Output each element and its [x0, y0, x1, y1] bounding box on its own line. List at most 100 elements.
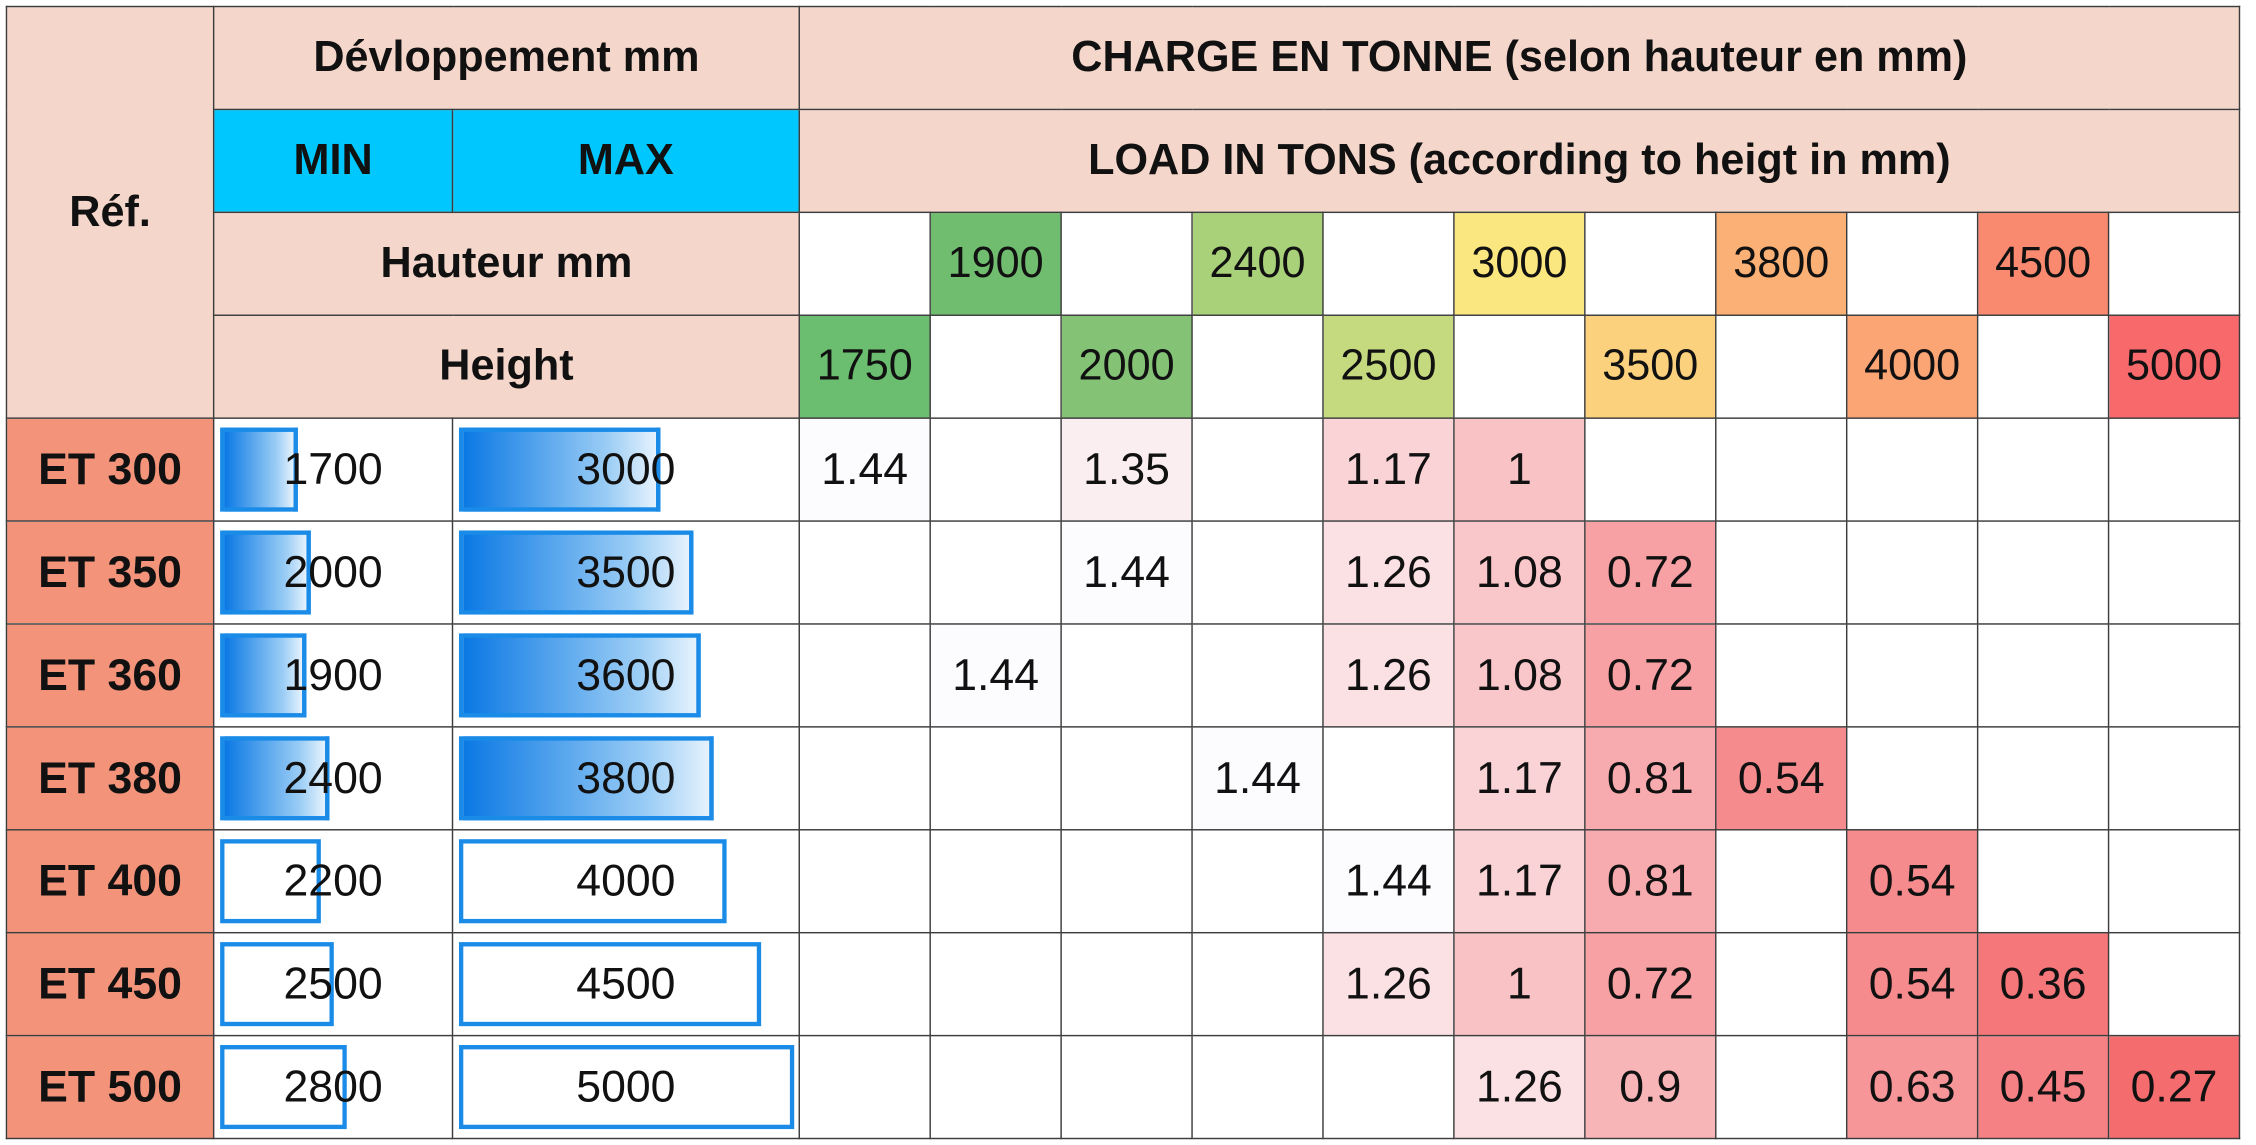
max-dev-value: 3500	[576, 546, 676, 598]
min-dev-value: 1700	[283, 443, 383, 495]
height-empty-cell	[1584, 211, 1717, 316]
max-dev-cell: 3600	[451, 623, 800, 728]
load-empty-cell	[2107, 417, 2241, 522]
load-value-cell: 1	[1453, 931, 1586, 1037]
height-empty-cell	[1715, 314, 1848, 419]
max-header: MAX	[451, 108, 800, 214]
max-data-bar	[458, 633, 701, 718]
height-value-4000: 4000	[1845, 314, 1979, 419]
load-empty-cell	[929, 1034, 1062, 1140]
min-dev-value: 2200	[283, 855, 383, 906]
load-value-cell: 1.26	[1322, 931, 1455, 1037]
height-empty-cell	[798, 211, 931, 316]
load-empty-cell	[798, 726, 931, 831]
max-data-bar	[458, 736, 714, 821]
min-dev-cell: 2800	[212, 1034, 454, 1140]
height-value-2500: 2500	[1322, 314, 1455, 419]
max-dev-cell: 3500	[451, 520, 800, 625]
load-value-cell: 1.44	[1191, 726, 1324, 831]
load-empty-cell	[2107, 829, 2241, 934]
height-empty-cell	[1845, 211, 1979, 316]
height-value-1900: 1900	[929, 211, 1062, 316]
min-dev-value: 1900	[283, 649, 383, 701]
table-row: ET 500 2800 5000 1.26 0.9 0.63 0.45 0.27	[5, 1034, 2241, 1140]
header-row-2: MIN MAX LOAD IN TONS (according to heigt…	[6, 108, 2241, 214]
load-empty-cell	[929, 726, 1062, 831]
load-empty-cell	[1060, 726, 1193, 831]
load-value-cell: 1.17	[1453, 829, 1586, 934]
max-dev-value: 3800	[576, 752, 676, 803]
load-empty-cell	[1845, 417, 1979, 522]
max-dev-value: 3600	[576, 649, 676, 701]
table-row: ET 400 2200 4000 1.44 1.17 0.81 0.54	[5, 829, 2241, 934]
load-empty-cell	[1322, 726, 1455, 831]
max-dev-cell: 3800	[451, 726, 800, 831]
load-empty-cell	[2107, 623, 2241, 728]
load-empty-cell	[1715, 931, 1848, 1037]
load-empty-cell	[1191, 520, 1324, 625]
height-value-4500: 4500	[1976, 211, 2110, 316]
max-dev-value: 4000	[576, 855, 676, 906]
max-dev-cell: 5000	[451, 1034, 800, 1140]
load-value-cell: 0.54	[1845, 829, 1979, 934]
load-value-cell: 0.72	[1584, 931, 1717, 1037]
max-data-bar	[458, 839, 727, 924]
table-row: ET 380 2400 3800 1.44 1.17 0.81 0.54	[5, 726, 2241, 831]
load-value-cell: 1.17	[1322, 417, 1455, 522]
hauteur-row: Hauteur mm 1900 2400 3000 3800 4500	[6, 211, 2241, 316]
max-dev-value: 4500	[576, 958, 676, 1009]
load-empty-cell	[1060, 1034, 1193, 1140]
min-dev-cell: 2000	[212, 520, 454, 625]
dev-header: Dévloppement mm	[212, 5, 800, 111]
load-empty-cell	[1845, 520, 1979, 625]
load-value-cell: 1.26	[1453, 1034, 1586, 1140]
min-data-bar	[220, 530, 311, 615]
load-empty-cell	[1715, 417, 1848, 522]
min-data-bar	[220, 1045, 347, 1130]
max-dev-value: 5000	[576, 1060, 676, 1112]
load-value-cell: 0.9	[1584, 1034, 1717, 1140]
load-empty-cell	[798, 1034, 931, 1140]
min-data-bar	[220, 942, 334, 1027]
load-empty-cell	[2107, 520, 2241, 625]
load-value-cell: 0.63	[1845, 1034, 1979, 1140]
load-empty-cell	[929, 520, 1062, 625]
load-empty-cell	[1715, 829, 1848, 934]
ref-header: Réf.	[5, 5, 215, 419]
max-dev-cell: 4000	[451, 829, 800, 934]
load-value-cell: 1.26	[1322, 520, 1455, 625]
ref-cell: ET 350	[5, 520, 215, 625]
load-value-cell: 0.54	[1715, 726, 1848, 831]
height-empty-cell	[929, 314, 1062, 419]
table-row: ET 350 2000 3500 1.44 1.26 1.08 0.72	[5, 520, 2241, 625]
max-data-bar	[458, 427, 661, 512]
height-empty-cell	[2107, 211, 2241, 316]
ref-cell: ET 500	[5, 1034, 215, 1140]
load-value-cell: 1.44	[1060, 520, 1193, 625]
table-row: ET 450 2500 4500 1.26 1 0.72 0.54 0.36	[5, 931, 2241, 1037]
load-value-cell: 1	[1453, 417, 1586, 522]
load-empty-cell	[1191, 623, 1324, 728]
load-value-cell: 0.27	[2107, 1034, 2241, 1140]
load-empty-cell	[1060, 623, 1193, 728]
load-value-cell: 0.81	[1584, 726, 1717, 831]
load-capacity-table: Réf. Dévloppement mm CHARGE EN TONNE (se…	[5, 5, 2241, 1140]
load-empty-cell	[798, 520, 931, 625]
min-dev-value: 2800	[283, 1060, 383, 1112]
height-value-2400: 2400	[1191, 211, 1324, 316]
table-row: ET 360 1900 3600 1.44 1.26 1.08 0.72	[5, 623, 2241, 728]
load-empty-cell	[1845, 726, 1979, 831]
load-empty-cell	[1976, 520, 2110, 625]
load-value-cell: 1.26	[1322, 623, 1455, 728]
max-dev-cell: 4500	[451, 931, 800, 1037]
height-row: Height 1750 2000 2500 3500 4000 5000	[6, 314, 2241, 419]
load-value-cell: 1.08	[1453, 623, 1586, 728]
min-dev-cell: 1700	[212, 417, 454, 522]
max-dev-value: 3000	[576, 443, 676, 495]
min-data-bar	[220, 427, 298, 512]
load-empty-cell	[798, 931, 931, 1037]
height-empty-cell	[1191, 314, 1324, 419]
load-empty-cell	[1715, 520, 1848, 625]
max-dev-cell: 3000	[451, 417, 800, 522]
